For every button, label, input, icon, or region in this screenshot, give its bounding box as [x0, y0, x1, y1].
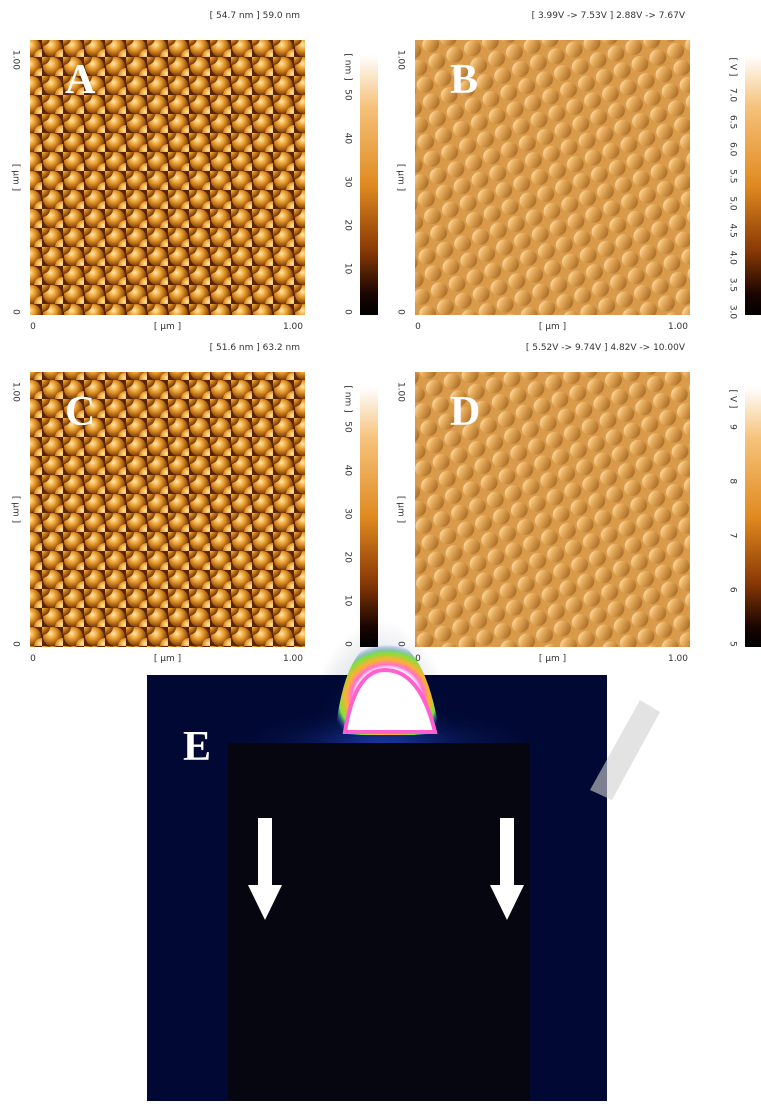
scale-unit: [ nm ]: [343, 385, 353, 412]
figure: A [ 54.7 nm ] 59.0 nm 1.00 [ µm ] 0 0 [ µm ] 1.…: [0, 0, 761, 1101]
y-axis-bottom: 0: [11, 309, 21, 315]
x-axis-unit: [ µm ]: [154, 322, 181, 332]
color-scale: [745, 55, 761, 315]
color-scale: [360, 55, 378, 315]
x-axis-left: 0: [30, 322, 36, 332]
y-axis-bottom: 0: [11, 641, 21, 647]
scale-tick: 5.0: [728, 196, 738, 211]
range-header: [ 5.52V -> 9.74V ] 4.82V -> 10.00V: [526, 343, 686, 353]
panel-letter: A: [65, 57, 96, 103]
y-axis-unit: [ µm ]: [11, 496, 21, 523]
x-axis-right: 1.00: [283, 322, 303, 332]
y-axis-unit: [ µm ]: [11, 164, 21, 191]
y-axis-unit: [ µm ]: [396, 496, 406, 523]
range-header: [ 54.7 nm ] 59.0 nm: [210, 11, 300, 21]
panel-letter: C: [65, 389, 95, 435]
scale-tick: 9: [728, 424, 738, 430]
scale-unit: [ V ]: [728, 58, 738, 77]
scale-tick: 20: [343, 219, 353, 231]
x-axis-unit: [ µm ]: [539, 322, 566, 332]
panel-letter: B: [450, 57, 478, 103]
y-axis-bottom: 0: [396, 309, 406, 315]
scale-unit: [ V ]: [728, 390, 738, 409]
scale-tick: 6.0: [728, 142, 738, 157]
x-axis-right: 1.00: [283, 654, 303, 664]
y-axis-top: 1.00: [396, 382, 406, 402]
scale-tick: 40: [343, 133, 353, 145]
scale-tick: 40: [343, 465, 353, 477]
scale-tick: 50: [343, 89, 353, 101]
afm-panel: D [ 5.52V -> 9.74V ] 4.82V -> 10.00V 1.00 […: [396, 343, 761, 664]
scale-tick: 8: [728, 478, 738, 484]
panel-letter: D: [450, 389, 480, 435]
scale-tick: 10: [343, 595, 353, 607]
beam-stop: [228, 743, 530, 1101]
scale-tick: 0: [343, 309, 353, 315]
y-axis-top: 1.00: [11, 382, 21, 402]
panel-e: E: [147, 620, 607, 1101]
scale-tick: 20: [343, 551, 353, 563]
scale-tick: 30: [343, 508, 353, 520]
range-header: [ 51.6 nm ] 63.2 nm: [210, 343, 300, 353]
x-axis-right: 1.00: [668, 322, 688, 332]
scale-unit: [ nm ]: [343, 53, 353, 80]
color-scale: [745, 387, 761, 647]
panel-letter: E: [183, 724, 211, 770]
y-axis-unit: [ µm ]: [396, 164, 406, 191]
scale-tick: 5.5: [728, 169, 738, 183]
scale-tick: 30: [343, 176, 353, 188]
scale-tick: 6.5: [728, 115, 738, 129]
scale-tick: 5: [728, 641, 738, 647]
y-axis-top: 1.00: [396, 50, 406, 70]
afm-panel: C [ 51.6 nm ] 63.2 nm 1.00 [ µm ] 0 0 [ µm ] 1.…: [11, 343, 379, 664]
color-scale: [360, 387, 378, 647]
y-axis-top: 1.00: [11, 50, 21, 70]
scale-tick: 6: [728, 587, 738, 593]
scale-tick: 10: [343, 263, 353, 275]
afm-panel: B [ 3.99V -> 7.53V ] 2.88V -> 7.67V 1.00 [ …: [396, 11, 761, 332]
range-header: [ 3.99V -> 7.53V ] 2.88V -> 7.67V: [532, 11, 686, 21]
x-axis-left: 0: [415, 322, 421, 332]
x-axis-unit: [ µm ]: [154, 654, 181, 664]
scale-tick: 3.5: [728, 278, 738, 292]
x-axis-unit: [ µm ]: [539, 654, 566, 664]
afm-panel: A [ 54.7 nm ] 59.0 nm 1.00 [ µm ] 0 0 [ µm ] 1.…: [11, 11, 379, 332]
scale-tick: 3.0: [728, 305, 738, 320]
scale-tick: 50: [343, 421, 353, 433]
x-axis-right: 1.00: [668, 654, 688, 664]
x-axis-left: 0: [30, 654, 36, 664]
afm-panels: A [ 54.7 nm ] 59.0 nm 1.00 [ µm ] 0 0 [ µm ] 1.…: [11, 11, 761, 664]
scale-tick: 7.0: [728, 88, 738, 103]
scale-tick: 4.5: [728, 223, 738, 237]
scale-tick: 4.0: [728, 251, 738, 266]
scale-tick: 7: [728, 533, 738, 539]
